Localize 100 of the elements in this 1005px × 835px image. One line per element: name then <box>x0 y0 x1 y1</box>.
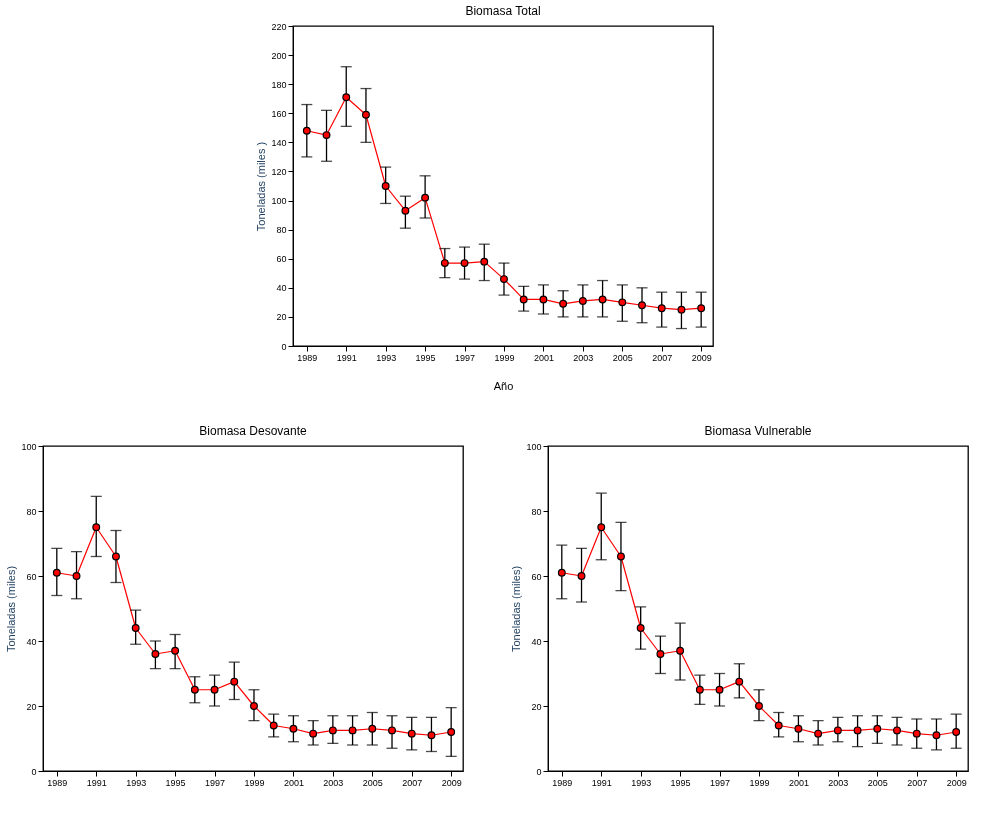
x-tick-label: 1997 <box>205 777 226 788</box>
x-tick-label: 2009 <box>691 352 712 363</box>
point <box>342 93 351 102</box>
x-tick-label: 2007 <box>907 777 928 788</box>
point <box>328 726 337 735</box>
y-tick-label: 220 <box>271 21 287 32</box>
y-tick-label: 60 <box>26 571 37 582</box>
x-tick-label: 1999 <box>494 352 515 363</box>
x-tick-label: 2003 <box>323 777 344 788</box>
point <box>578 296 587 305</box>
y-tick-label: 20 <box>26 701 37 712</box>
y-tick-label: 0 <box>31 766 37 777</box>
point <box>421 193 430 202</box>
point <box>72 572 81 580</box>
point <box>952 728 961 736</box>
point <box>932 731 941 740</box>
point <box>480 257 489 266</box>
x-tick-label: 1995 <box>165 777 186 788</box>
point <box>557 568 566 577</box>
y-axis-title: Toneladas (miles) <box>510 565 523 653</box>
point <box>715 685 724 694</box>
y-tick-label: 80 <box>26 506 37 517</box>
point <box>559 299 568 308</box>
x-tick-label: 1995 <box>415 352 436 363</box>
x-tick-label: 2001 <box>788 777 809 788</box>
point <box>269 721 278 730</box>
point <box>440 259 449 268</box>
point <box>697 304 706 313</box>
point <box>460 259 469 268</box>
point <box>210 685 219 694</box>
point <box>735 677 744 686</box>
x-tick-label: 1997 <box>710 777 731 788</box>
point <box>597 523 606 532</box>
point <box>381 182 390 190</box>
point <box>617 552 625 561</box>
y-tick-label: 80 <box>276 225 287 236</box>
point <box>362 110 370 119</box>
point <box>774 721 783 730</box>
x-tick-label: 2001 <box>283 777 304 788</box>
x-axis-title: Año <box>493 379 514 392</box>
y-tick-label: 0 <box>281 341 287 352</box>
x-tick-label: 2003 <box>828 777 849 788</box>
y-tick-label: 20 <box>531 701 542 712</box>
point <box>348 726 357 735</box>
point <box>677 305 686 314</box>
chart-title: Biomasa Desovante <box>199 424 308 438</box>
x-tick-label: 1993 <box>631 777 652 788</box>
point <box>618 298 627 307</box>
point <box>676 646 685 655</box>
point <box>92 523 101 532</box>
y-tick-label: 120 <box>271 166 287 177</box>
point <box>695 685 704 694</box>
x-tick-label: 1999 <box>749 777 770 788</box>
x-tick-label: 1989 <box>297 352 318 363</box>
y-tick-label: 200 <box>271 50 287 61</box>
x-tick-label: 2009 <box>441 777 462 788</box>
y-axis-title: Toneladas (miles ) <box>255 141 268 232</box>
point <box>893 726 901 735</box>
point <box>427 731 436 740</box>
point <box>447 728 456 736</box>
point <box>309 729 318 738</box>
point <box>500 275 508 284</box>
x-tick-label: 2005 <box>612 352 633 363</box>
point <box>322 131 331 140</box>
x-tick-label: 2005 <box>867 777 888 788</box>
y-tick-label: 60 <box>531 571 542 582</box>
x-tick-label: 1991 <box>591 777 612 788</box>
y-tick-label: 180 <box>271 79 287 90</box>
point <box>657 304 666 313</box>
x-tick-label: 1989 <box>552 777 573 788</box>
y-tick-label: 80 <box>531 506 542 517</box>
point <box>577 572 586 580</box>
y-tick-label: 40 <box>531 636 542 647</box>
point <box>289 724 298 733</box>
y-tick-label: 140 <box>271 137 287 148</box>
x-tick-label: 1991 <box>86 777 107 788</box>
x-tick-label: 2005 <box>362 777 383 788</box>
x-tick-label: 2003 <box>573 352 594 363</box>
point <box>131 624 140 632</box>
x-tick-label: 2007 <box>402 777 423 788</box>
x-tick-label: 2007 <box>652 352 673 363</box>
x-tick-label: 1993 <box>126 777 147 788</box>
y-tick-label: 160 <box>271 108 287 119</box>
point <box>250 702 258 710</box>
point <box>539 295 548 304</box>
y-axis-title: Toneladas (miles) <box>5 565 18 653</box>
point <box>656 650 665 658</box>
point <box>833 726 842 735</box>
y-tick-label: 100 <box>271 196 287 207</box>
point <box>598 295 607 304</box>
x-tick-label: 1991 <box>336 352 357 363</box>
point <box>814 729 823 738</box>
x-tick-label: 1999 <box>244 777 265 788</box>
x-tick-label: 1995 <box>670 777 691 788</box>
x-tick-label: 1989 <box>47 777 68 788</box>
y-tick-label: 60 <box>276 254 287 265</box>
y-tick-label: 40 <box>276 283 287 294</box>
y-tick-label: 100 <box>526 441 542 452</box>
point <box>853 726 862 735</box>
point <box>873 724 882 733</box>
